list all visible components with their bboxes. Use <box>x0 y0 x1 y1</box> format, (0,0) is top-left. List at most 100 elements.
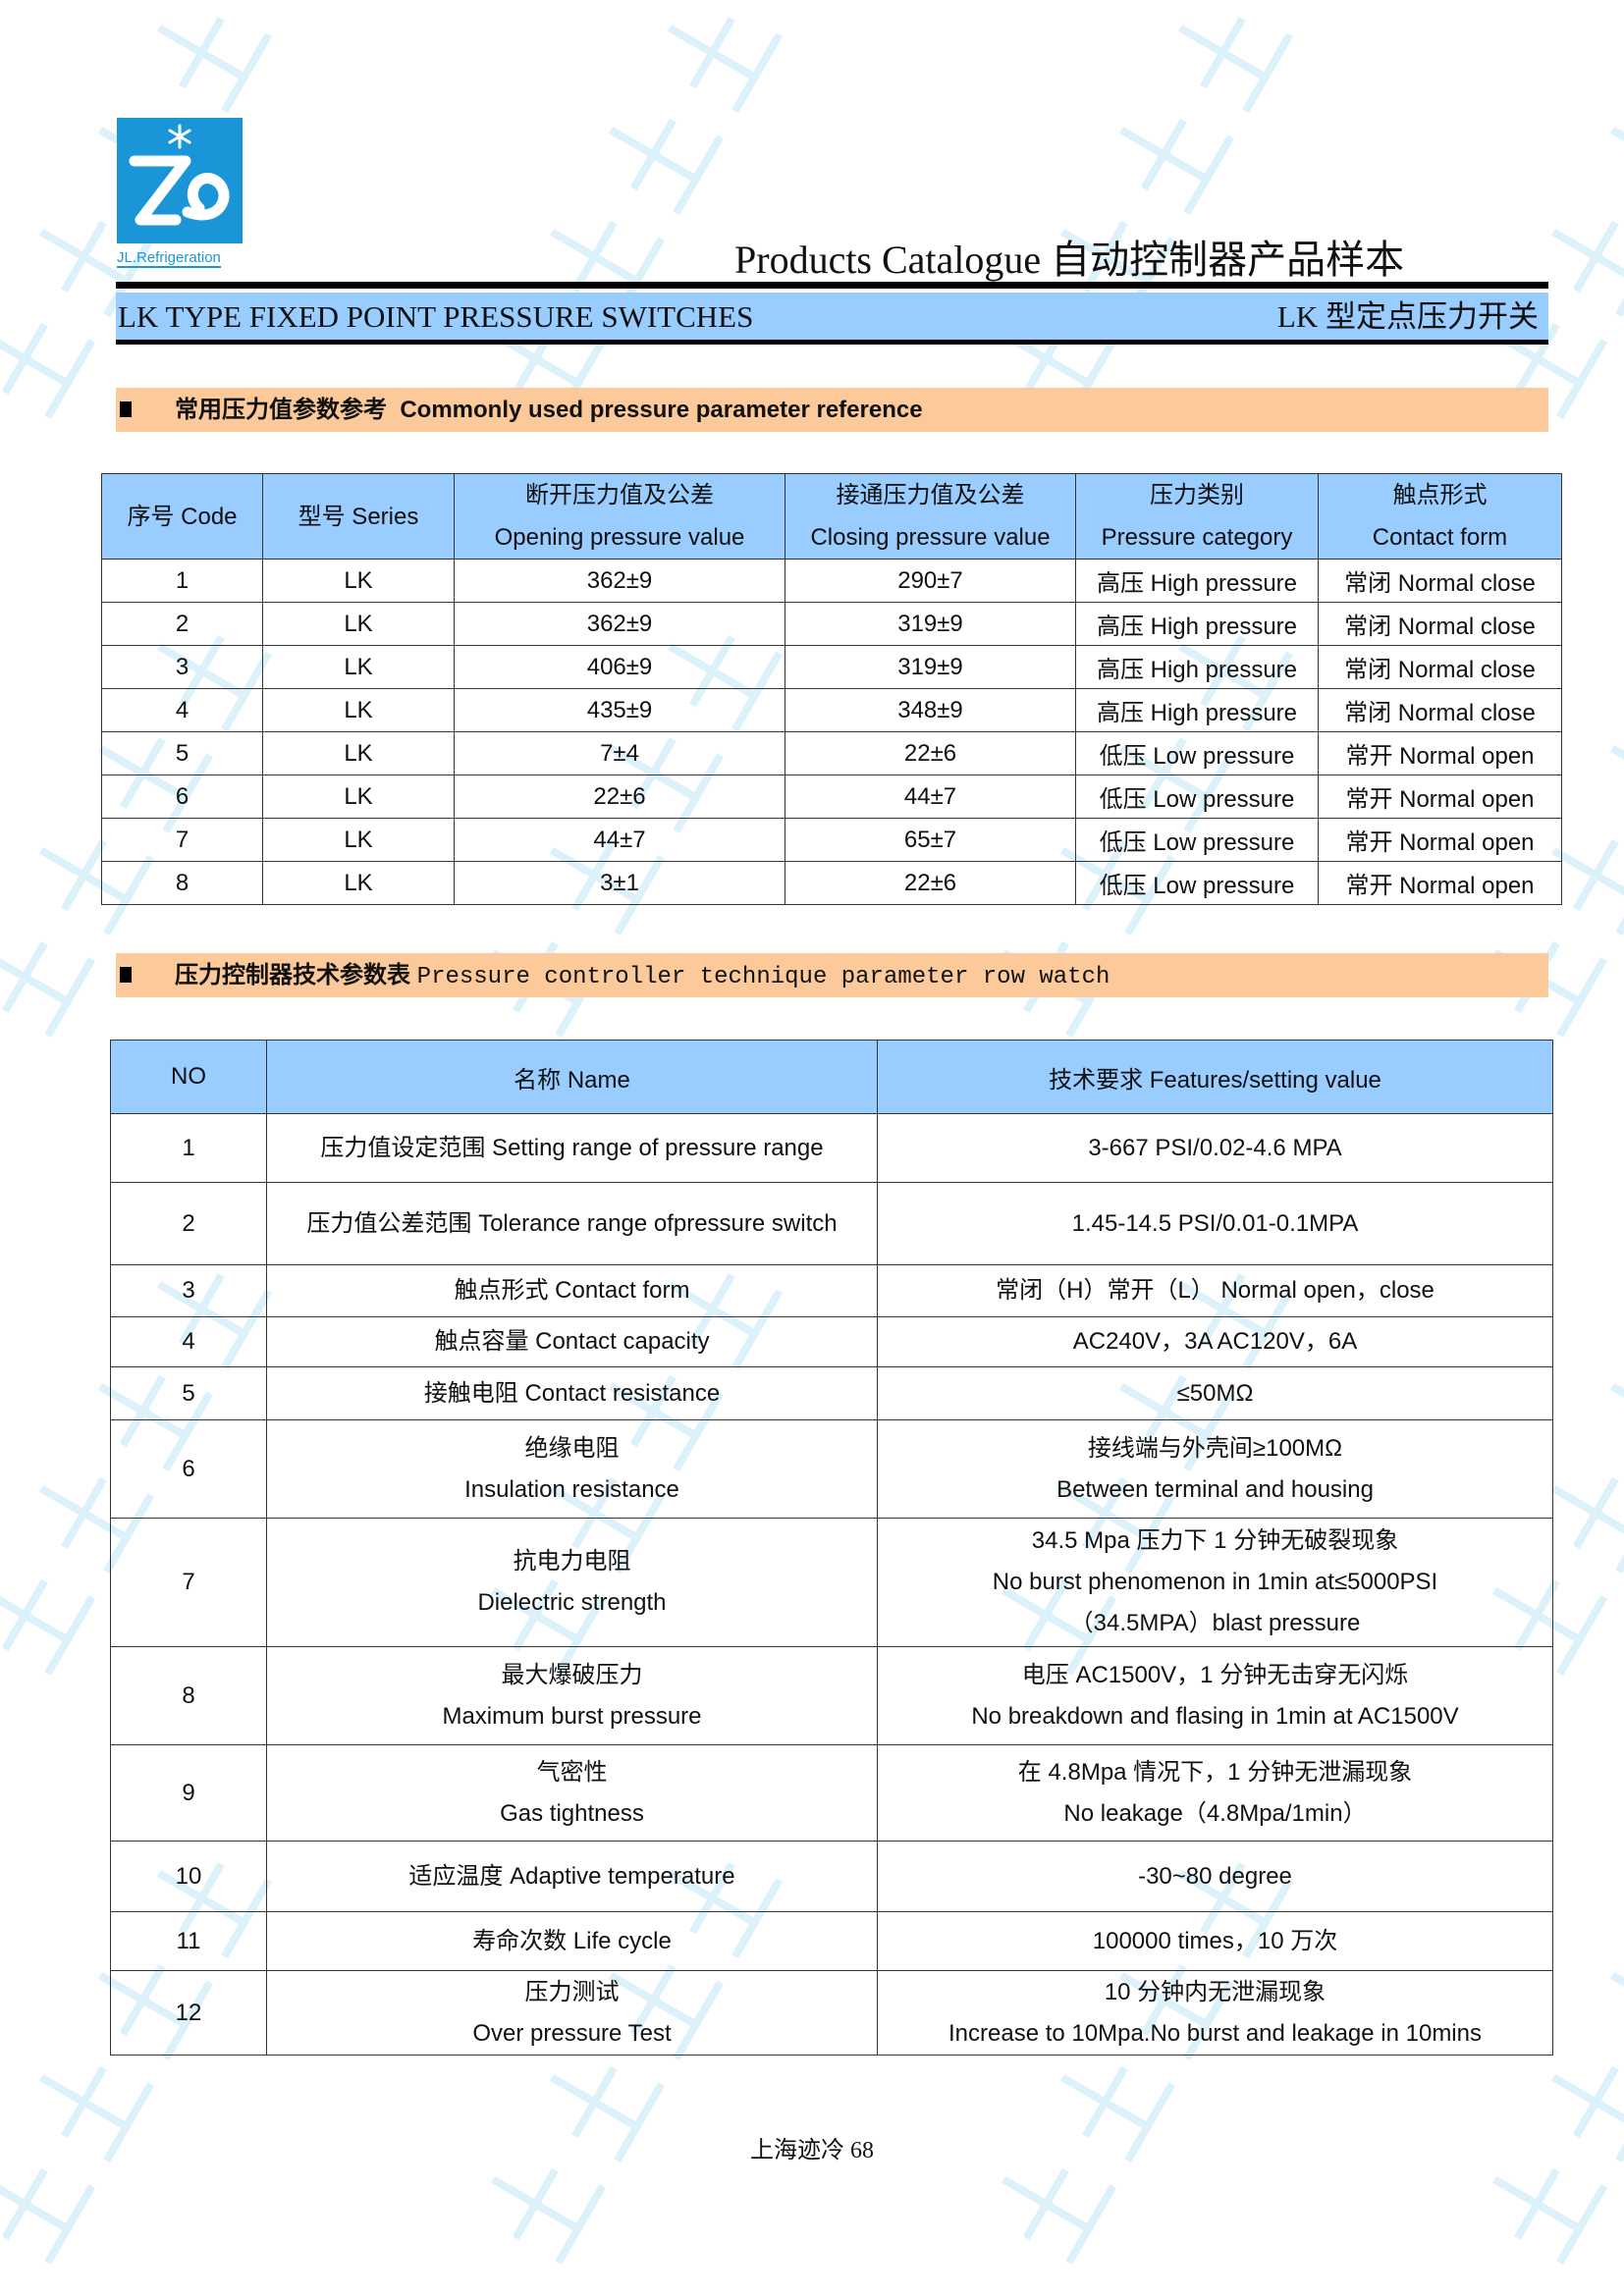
section-heading-pressure-reference: 常用压力值参数参考 Commonly used pressure paramet… <box>116 388 1548 432</box>
table-cell: 1 <box>101 559 263 603</box>
parameter-name-line: 压力测试 <box>524 1978 620 2005</box>
table-cell: 低压 Low pressure <box>1075 731 1319 775</box>
watermark-mark <box>491 16 784 419</box>
table-row: 5 LK 7±4 22±6 低压 Low pressure 常开 Normal open <box>101 731 1562 775</box>
table-cell: 22±6 <box>785 861 1076 905</box>
column-header-line: 压力类别 <box>1150 482 1244 508</box>
parameter-value-line: Between terminal and housing <box>1056 1475 1374 1503</box>
table-row: 3 触点形式 Contact form 常闭（H）常开（L） Normal open… <box>110 1264 1553 1317</box>
parameter-name: 寿命次数 Life cycle <box>266 1911 878 1971</box>
section-title-en: Commonly used pressure parameter referen… <box>400 397 923 423</box>
bullet-square-icon <box>120 401 132 417</box>
parameter-value-line: No burst phenomenon in 1min at≤5000PSI <box>992 1569 1438 1595</box>
table-cell: 8 <box>101 861 263 905</box>
table-cell: 低压 Low pressure <box>1075 818 1319 862</box>
technical-parameter-table: NO 名称 Name 技术要求 Features/setting value 1 压力… <box>110 1040 1553 2056</box>
product-title-band: LK TYPE FIXED POINT PRESSURE SWITCHES LK… <box>116 293 1548 340</box>
parameter-value-line: 10 分钟内无泄漏现象 <box>1104 1978 1326 2005</box>
table-row: 7 抗电力电阻 Dielectric strength 34.5 Mpa 压力下 1 … <box>110 1518 1553 1647</box>
watermark-mark <box>1492 118 1624 419</box>
bullet-square-icon <box>120 967 132 983</box>
row-number: 6 <box>110 1419 267 1519</box>
table-cell: 290±7 <box>785 559 1076 603</box>
column-header-line: Contact form <box>1372 524 1508 551</box>
table-row: 1 压力值设定范围 Setting range of pressure range… <box>110 1113 1553 1183</box>
table-row: 3 LK 406±9 319±9 高压 High pressure 常闭 Normal c… <box>101 645 1562 689</box>
table-cell: 常开 Normal open <box>1318 774 1562 819</box>
table-cell: LK <box>262 688 455 732</box>
table-cell: 362±9 <box>454 602 785 646</box>
parameter-name: 压力测试 Over pressure Test <box>266 1970 878 2056</box>
parameter-name-line: 压力值设定范围 Setting range of pressure range <box>320 1134 824 1161</box>
table-cell: LK <box>262 731 455 775</box>
table-cell: 44±7 <box>785 774 1076 819</box>
table-cell: 高压 High pressure <box>1075 559 1319 603</box>
logo-brand-text: JL.Refrigeration <box>117 249 221 268</box>
table-row: 7 LK 44±7 65±7 低压 Low pressure 常开 Normal open <box>101 818 1562 862</box>
row-number: 10 <box>110 1841 267 1912</box>
table-cell: 348±9 <box>785 688 1076 732</box>
table-cell: 22±6 <box>454 774 785 819</box>
table-row: 4 LK 435±9 348±9 高压 High pressure 常闭 Normal c… <box>101 688 1562 732</box>
column-header: 接通压力值及公差 Closing pressure value <box>785 473 1076 560</box>
parameter-value: ≤50MΩ <box>877 1366 1553 1420</box>
table-cell: LK <box>262 559 455 603</box>
table-row: 8 LK 3±1 22±6 低压 Low pressure 常开 Normal open <box>101 861 1562 905</box>
parameter-value-line: 常闭（H）常开（L） Normal open，close <box>996 1277 1435 1304</box>
parameter-name-line: Over pressure Test <box>472 2019 672 2047</box>
logo-ze-shape <box>129 155 230 226</box>
row-number: 3 <box>110 1264 267 1317</box>
column-header-line: 触点形式 <box>1392 482 1488 508</box>
parameter-value: 34.5 Mpa 压力下 1 分钟无破裂现象 No burst phenomeno… <box>877 1518 1553 1647</box>
table-cell: 高压 High pressure <box>1075 645 1319 689</box>
product-title-cn: LK 型定点压力开关 <box>1276 299 1539 334</box>
column-header: 技术要求 Features/setting value <box>877 1040 1553 1114</box>
parameter-name-line: 气密性 <box>536 1758 608 1786</box>
parameter-name-line: 适应温度 Adaptive temperature <box>408 1862 735 1890</box>
table-cell: 406±9 <box>454 645 785 689</box>
page-footer: 上海迹冷 68 <box>750 2138 874 2163</box>
row-number: 9 <box>110 1744 267 1842</box>
snowflake-icon <box>168 124 191 149</box>
table-row: 4 触点容量 Contact capacity AC240V，3A AC120V，6… <box>110 1316 1553 1367</box>
row-number: 2 <box>110 1182 267 1265</box>
parameter-value: 1.45-14.5 PSI/0.01-0.1MPA <box>877 1182 1553 1265</box>
table-row: 2 压力值公差范围 Tolerance range ofpressure swit… <box>110 1182 1553 1265</box>
column-header-line: Pressure category <box>1101 524 1293 551</box>
column-header-line: 接通压力值及公差 <box>836 482 1025 508</box>
product-title-en: LK TYPE FIXED POINT PRESSURE SWITCHES <box>118 299 754 334</box>
parameter-name: 触点形式 Contact form <box>266 1264 878 1317</box>
table-cell: 常闭 Normal close <box>1318 688 1562 732</box>
column-header: 断开压力值及公差 Opening pressure value <box>454 473 785 560</box>
table-cell: LK <box>262 861 455 905</box>
row-number: 1 <box>110 1113 267 1183</box>
parameter-value: 接线端与外壳间≥100MΩ Between terminal and housin… <box>877 1419 1553 1519</box>
table-cell: LK <box>262 645 455 689</box>
column-header-line: Opening pressure value <box>494 524 745 551</box>
table-cell: 6 <box>101 774 263 819</box>
parameter-name-line: 压力值公差范围 Tolerance range ofpressure switc… <box>306 1209 838 1237</box>
parameter-value-line: 34.5 Mpa 压力下 1 分钟无破裂现象 <box>1031 1527 1399 1554</box>
watermark-mark <box>1001 16 1294 419</box>
table-row: 2 LK 362±9 319±9 高压 High pressure 常闭 Normal c… <box>101 602 1562 646</box>
column-header: 型号 Series <box>262 473 455 560</box>
table-cell: LK <box>262 602 455 646</box>
table-cell: 44±7 <box>454 818 785 862</box>
logo-mark <box>117 118 243 243</box>
parameter-value: AC240V，3A AC120V，6A <box>877 1316 1553 1367</box>
row-number: 8 <box>110 1646 267 1745</box>
parameter-value-line: ≤50MΩ <box>1176 1379 1254 1407</box>
table-cell: 5 <box>101 731 263 775</box>
parameter-name: 抗电力电阻 Dielectric strength <box>266 1518 878 1647</box>
table-row: 9 气密性 Gas tightness 在 4.8Mpa 情况下，1 分钟无泄漏现象 N… <box>110 1744 1553 1842</box>
table-cell: 4 <box>101 688 263 732</box>
table-cell: LK <box>262 774 455 819</box>
parameter-name-line: 抗电力电阻 <box>513 1548 631 1575</box>
parameter-value: 3-667 PSI/0.02-4.6 MPA <box>877 1113 1553 1183</box>
column-header-line: 断开压力值及公差 <box>525 482 714 508</box>
column-header: 压力类别 Pressure category <box>1075 473 1319 560</box>
table-cell: 7 <box>101 818 263 862</box>
parameter-name-line: Dielectric strength <box>477 1589 667 1616</box>
column-header: 名称 Name <box>266 1040 878 1114</box>
parameter-value-line: Increase to 10Mpa.No burst and leakage i… <box>948 2019 1482 2047</box>
